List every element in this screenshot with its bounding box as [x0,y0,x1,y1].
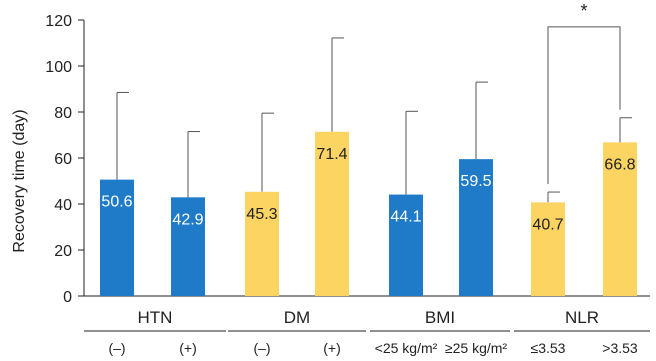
group-label: HTN [138,308,173,327]
category-label: <25 kg/m² [375,340,438,356]
category-label: (–) [253,340,270,356]
bar-value-label: 66.8 [604,156,635,173]
category-label: (–) [108,340,125,356]
bar [315,131,349,296]
category-label: >3.53 [602,340,638,356]
bar [100,179,134,296]
y-tick-label: 60 [54,151,72,168]
significance-bracket [547,26,621,185]
plot-area: 0 20 40 60 80 100 120 50.6 42.9 45.3 71.4 44.1 59.5 4… [45,1,650,356]
bar-value-label: 59.5 [460,173,491,190]
category-label: ≥25 kg/m² [445,340,507,356]
bar [459,159,493,296]
group-label: BMI [425,308,455,327]
bar [389,194,423,296]
y-tick-label: 120 [45,13,72,30]
bar-value-label: 45.3 [246,206,277,223]
y-tick-label: 0 [63,289,72,306]
y-tick-label: 40 [54,197,72,214]
bar [531,202,565,296]
bar-value-label: 42.9 [172,211,203,228]
group-label: DM [284,308,310,327]
bar-value-label: 50.6 [101,194,132,211]
y-axis-label: Recovery time (day) [11,109,28,252]
category-label: (+) [179,340,197,356]
group-label: NLR [565,308,599,327]
bar [245,191,279,296]
bar [603,142,637,296]
bar-value-label: 44.1 [390,209,421,226]
category-label: ≤3.53 [531,340,566,356]
significance-marker: * [580,1,587,21]
bar [171,197,205,296]
y-tick-label: 20 [54,243,72,260]
y-tick-label: 80 [54,105,72,122]
y-tick-label: 100 [45,59,72,76]
category-label: (+) [323,340,341,356]
bar-value-label: 71.4 [316,146,347,163]
bar-value-label: 40.7 [532,216,563,233]
